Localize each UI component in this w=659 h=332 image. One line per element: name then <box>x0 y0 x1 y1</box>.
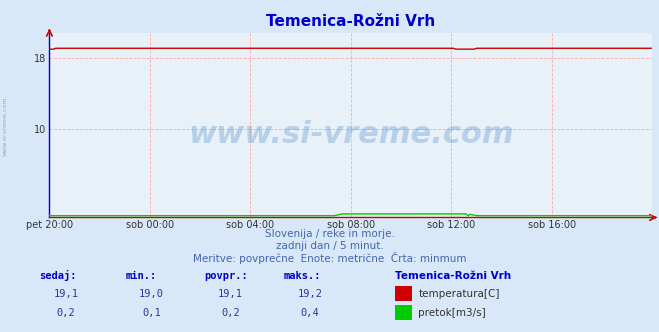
Text: povpr.:: povpr.: <box>204 271 248 281</box>
Text: 19,2: 19,2 <box>297 289 322 299</box>
Text: 0,1: 0,1 <box>142 308 161 318</box>
Text: 19,1: 19,1 <box>218 289 243 299</box>
Text: 0,4: 0,4 <box>301 308 319 318</box>
Text: 0,2: 0,2 <box>221 308 240 318</box>
Text: temperatura[C]: temperatura[C] <box>418 289 500 299</box>
Text: Meritve: povprečne  Enote: metrične  Črta: minmum: Meritve: povprečne Enote: metrične Črta:… <box>192 252 467 264</box>
Title: Temenica-Rožni Vrh: Temenica-Rožni Vrh <box>266 14 436 29</box>
Text: 0,2: 0,2 <box>57 308 75 318</box>
Text: www.si-vreme.com: www.si-vreme.com <box>3 96 8 156</box>
Text: maks.:: maks.: <box>283 271 321 281</box>
Text: sedaj:: sedaj: <box>40 270 77 281</box>
Text: 19,1: 19,1 <box>53 289 78 299</box>
Text: 19,0: 19,0 <box>139 289 164 299</box>
Text: min.:: min.: <box>125 271 156 281</box>
Text: www.si-vreme.com: www.si-vreme.com <box>188 120 514 149</box>
Text: Slovenija / reke in morje.: Slovenija / reke in morje. <box>264 229 395 239</box>
Text: Temenica-Rožni Vrh: Temenica-Rožni Vrh <box>395 271 511 281</box>
Text: pretok[m3/s]: pretok[m3/s] <box>418 308 486 318</box>
Text: zadnji dan / 5 minut.: zadnji dan / 5 minut. <box>275 241 384 251</box>
